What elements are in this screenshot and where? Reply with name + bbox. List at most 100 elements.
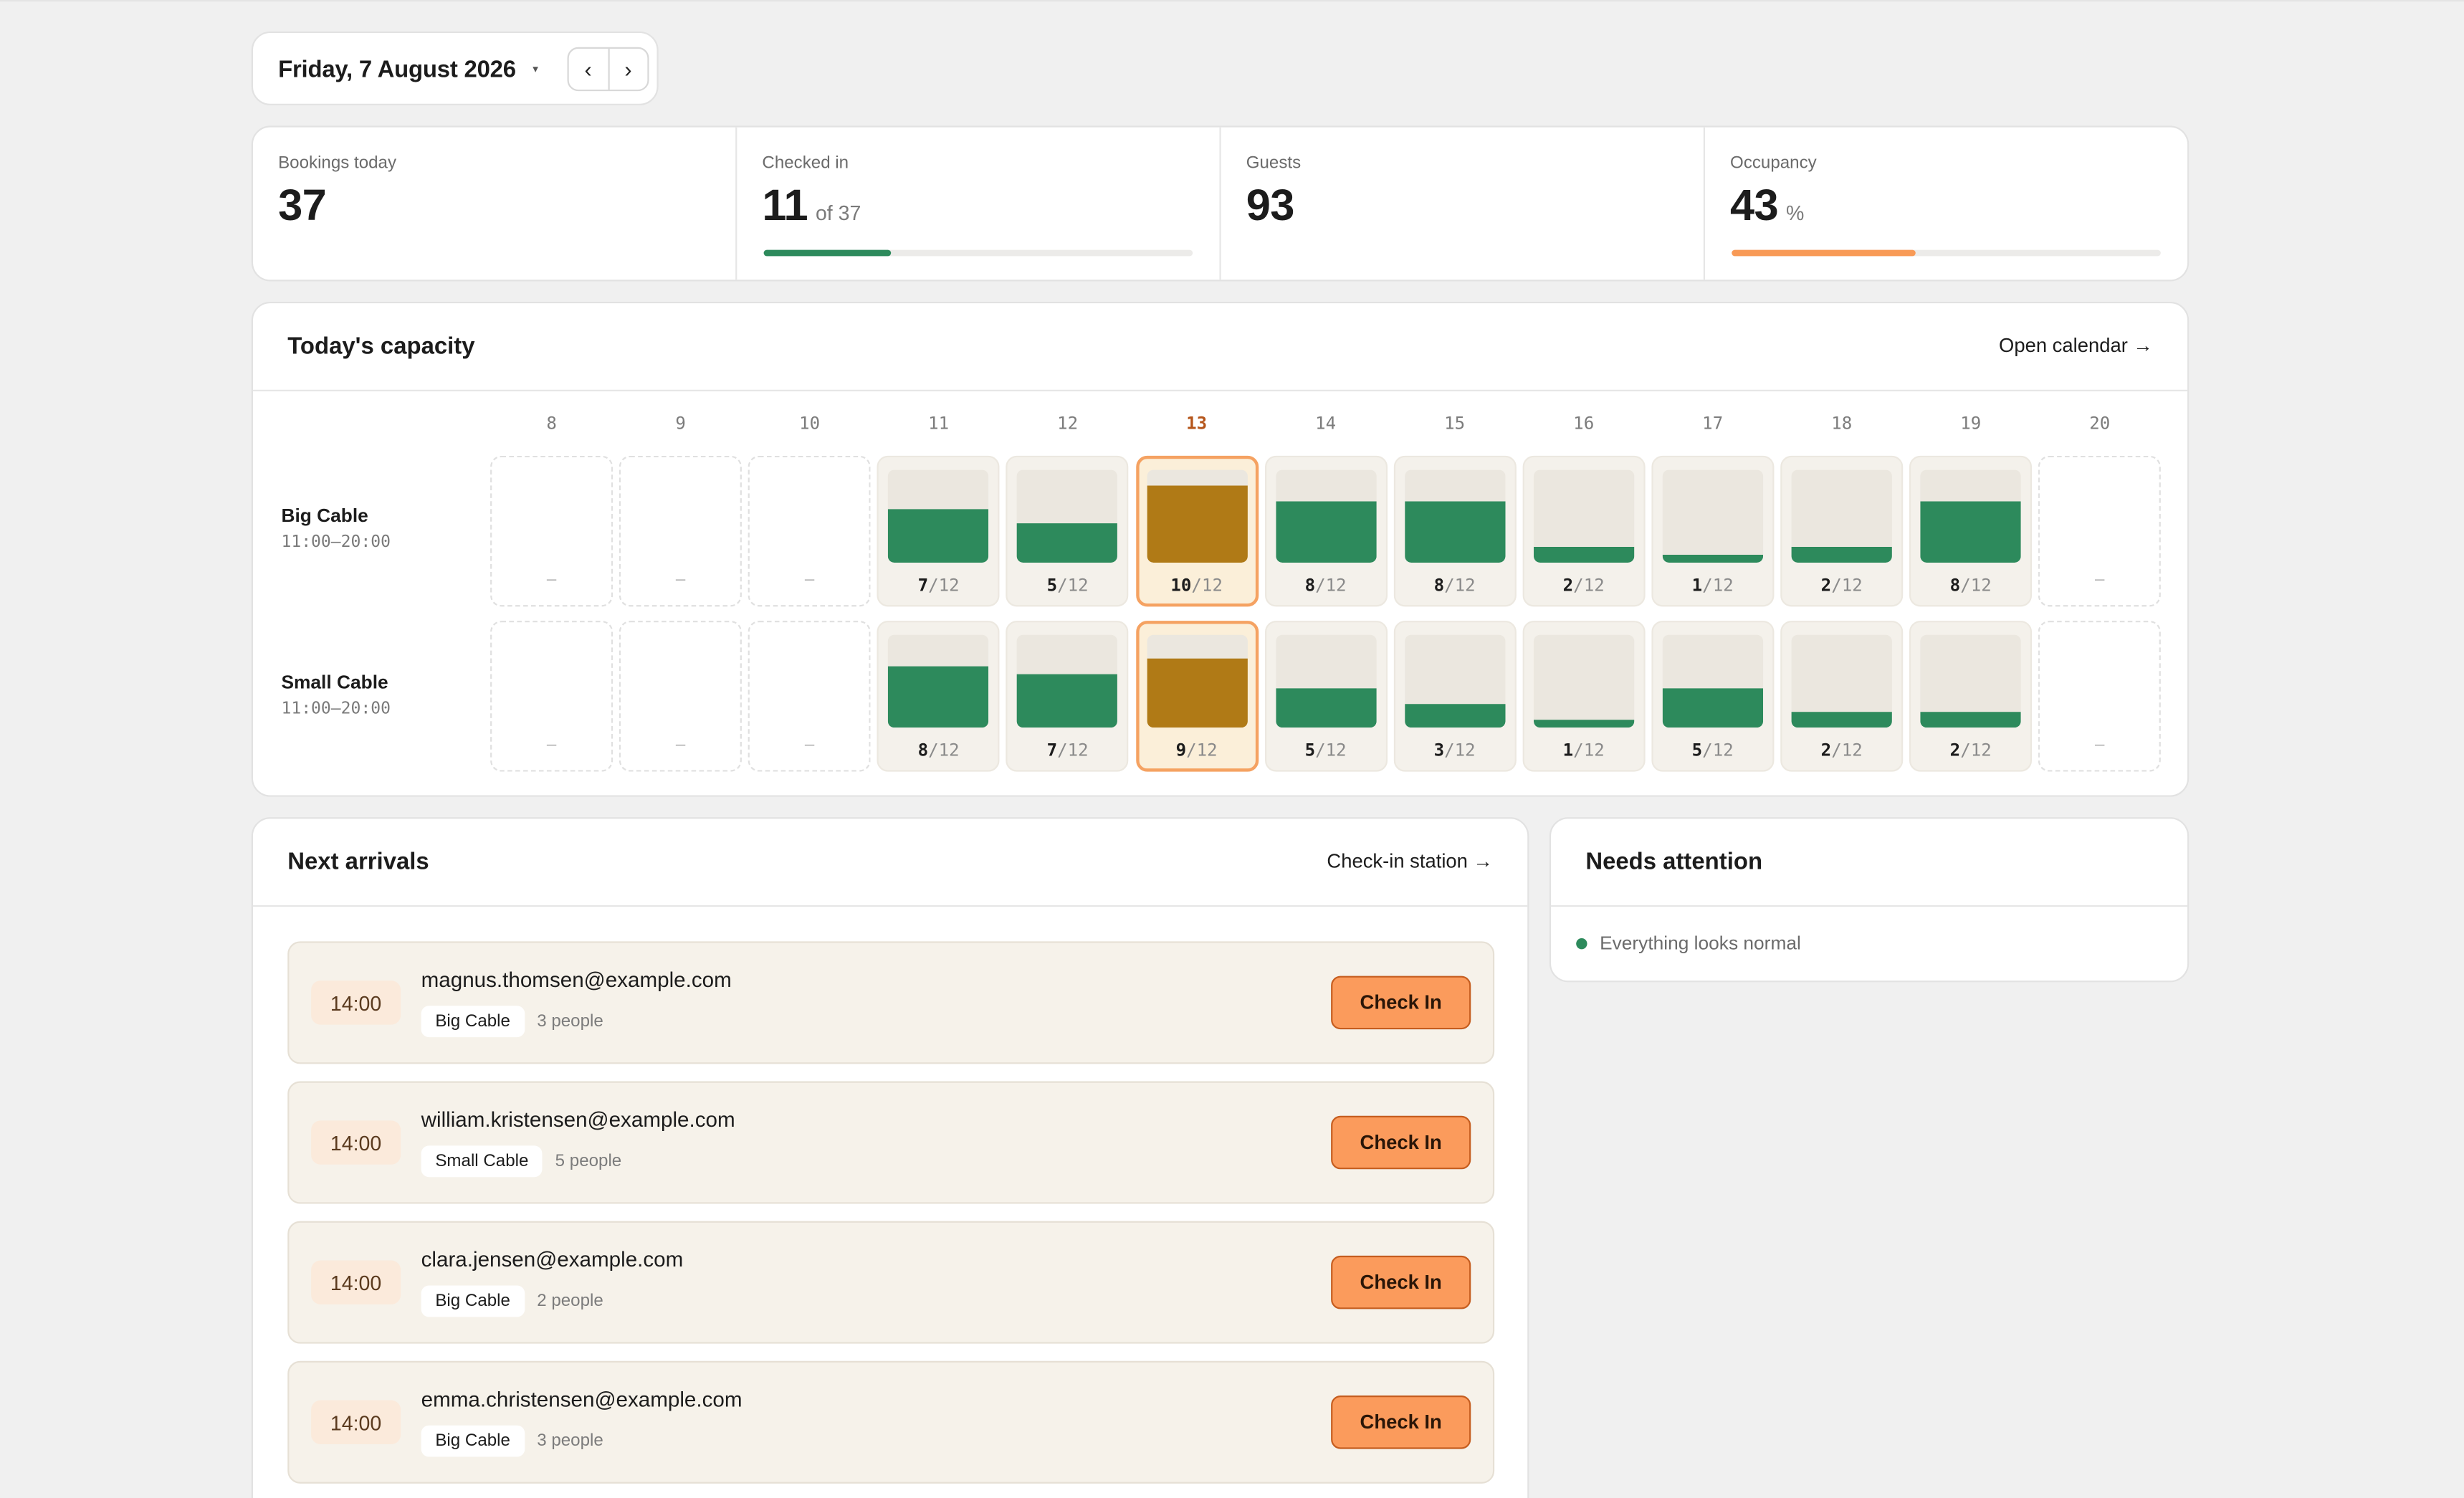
check-in-station-link[interactable]: Check-in station → [1327,850,1493,872]
capacity-bar [1275,689,1376,728]
booked-count: 10 [1170,575,1192,596]
current-date[interactable]: Friday, 7 August 2026 [278,56,516,84]
arrival-time: 14:00 [311,1120,401,1165]
check-in-button[interactable]: Check In [1331,1255,1471,1309]
capacity-bar [1533,547,1634,563]
capacity-max: /12 [1573,575,1605,596]
arrival-item: 14:00 magnus.thomsen@example.com Big Cable… [287,941,1495,1064]
stat-guests: Guests 93 [1219,127,1703,280]
status-dot-icon [1576,937,1587,949]
capacity-slot[interactable]: 2/12 [1780,621,1904,772]
attention-header: Needs attention [1551,819,2188,907]
hour-label: 10 [799,413,821,434]
next-day-button[interactable]: › [607,48,647,90]
check-in-button[interactable]: Check In [1331,1115,1471,1170]
empty-dash: – [675,735,686,755]
cable-tag: Big Cable [421,1285,525,1317]
capacity-slot[interactable]: 2/12 [1780,455,1904,607]
hour-label: 15 [1444,413,1466,434]
capacity-slot-closed: – [619,455,742,607]
capacity-slot[interactable]: 5/12 [1264,621,1388,772]
arrival-email: william.kristensen@example.com [421,1107,735,1132]
capacity-bar [1920,500,2021,563]
capacity-bar [1017,524,1118,563]
capacity-slot-current[interactable]: 10/12 [1135,455,1259,607]
capacity-slot[interactable]: 1/12 [1522,621,1646,772]
capacity-bar-track [1791,469,1892,563]
capacity-slot[interactable]: 8/12 [1264,455,1388,607]
capacity-bar [1146,485,1247,563]
capacity-max: /12 [1831,575,1863,596]
capacity-count: 7/12 [879,575,998,596]
occupancy-progress [1732,249,2161,257]
capacity-slot[interactable]: 2/12 [1909,621,2033,772]
capacity-slot[interactable]: 5/12 [1006,455,1130,607]
stat-sub: of 37 [815,201,861,225]
capacity-bar-track [1404,634,1505,728]
capacity-bar [1275,500,1376,563]
stat-checked-in: Checked in 11 of 37 [735,127,1219,280]
capacity-bar [1791,547,1892,563]
arrival-time: 14:00 [311,981,401,1025]
hour-label: 19 [1960,413,1982,434]
capacity-bar-track [888,634,989,728]
booked-count: 1 [1691,575,1703,596]
arrival-email: emma.christensen@example.com [421,1388,742,1411]
arrival-email: magnus.thomsen@example.com [421,968,732,992]
empty-dash: – [804,735,815,755]
capacity-slot[interactable]: 8/12 [1393,455,1517,607]
check-in-button[interactable]: Check In [1331,975,1471,1030]
hour-label: 8 [546,413,557,434]
capacity-slot[interactable]: 3/12 [1393,621,1517,772]
date-picker[interactable]: Friday, 7 August 2026 ▾ ‹ › [251,31,659,105]
cable-tag: Small Cable [421,1145,543,1178]
chevron-right-icon: › [624,56,632,82]
progress-fill [1732,249,1916,257]
capacity-max: /12 [928,575,960,596]
capacity-count: 10/12 [1139,575,1255,596]
capacity-slot[interactable]: 7/12 [1006,621,1130,772]
status-row: Everything looks normal [1576,932,1801,954]
empty-dash: – [2095,570,2105,590]
capacity-max: /12 [1702,575,1734,596]
capacity-bar [1404,704,1505,728]
capacity-max: /12 [1315,740,1347,761]
capacity-slot[interactable]: 5/12 [1651,621,1775,772]
capacity-header: Today's capacity Open calendar → [253,303,2188,391]
stats-panel: Bookings today 37 Checked in 11 of 37 Gu… [251,125,2190,282]
hour-label: 9 [675,413,686,434]
capacity-count: 8/12 [1395,575,1514,596]
capacity-bar-track [1533,634,1634,728]
arrival-time: 14:00 [311,1400,401,1444]
capacity-max: /12 [1702,740,1734,761]
capacity-bar-track [1533,469,1634,563]
prev-day-button[interactable]: ‹ [569,49,608,90]
booked-count: 7 [917,575,929,596]
capacity-slot-current[interactable]: 9/12 [1135,621,1259,772]
capacity-max: /12 [1960,740,1992,761]
capacity-slot[interactable]: 2/12 [1522,455,1646,607]
capacity-bar-track [1146,634,1247,728]
check-in-button[interactable]: Check In [1331,1396,1471,1449]
capacity-max: /12 [1057,575,1089,596]
capacity-slot[interactable]: 8/12 [1909,455,2033,607]
capacity-bar-track [1017,469,1118,563]
empty-dash: – [2095,735,2105,755]
resource-name: Small Cable [281,671,388,693]
capacity-slot-closed: – [748,621,872,772]
chevron-down-icon[interactable]: ▾ [533,64,538,76]
capacity-max: /12 [1831,740,1863,761]
capacity-slot-closed: – [619,621,742,772]
capacity-max: /12 [1057,740,1089,761]
capacity-count: 5/12 [1008,575,1127,596]
arrival-meta: Big Cable 3 people [421,1425,603,1457]
capacity-slot-closed: – [748,455,872,607]
party-size: 5 people [555,1152,622,1171]
capacity-slot[interactable]: 1/12 [1651,455,1775,607]
capacity-slot[interactable]: 8/12 [877,621,1001,772]
arrival-time: 14:00 [311,1260,401,1304]
capacity-slot-closed: – [490,621,613,772]
open-calendar-link[interactable]: Open calendar → [1999,335,2153,357]
capacity-slot[interactable]: 7/12 [877,455,1001,607]
